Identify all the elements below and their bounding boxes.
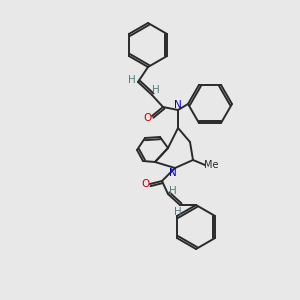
Text: Me: Me [204,160,218,170]
Text: H: H [174,207,182,217]
Text: N: N [169,168,177,178]
Text: O: O [143,113,151,123]
Text: H: H [128,75,136,85]
Text: H: H [169,186,177,196]
Text: O: O [141,179,149,189]
Text: H: H [152,85,160,95]
Text: N: N [174,100,182,110]
